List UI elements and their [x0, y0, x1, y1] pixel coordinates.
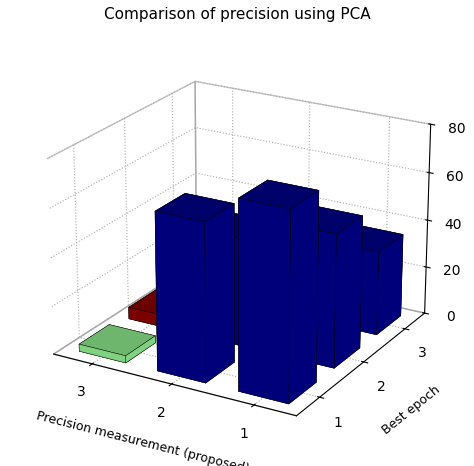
Title: Comparison of precision using PCA: Comparison of precision using PCA [104, 7, 370, 22]
Y-axis label: Best epoch: Best epoch [380, 383, 442, 437]
X-axis label: Precision measurement (proposed): Precision measurement (proposed) [35, 409, 251, 466]
